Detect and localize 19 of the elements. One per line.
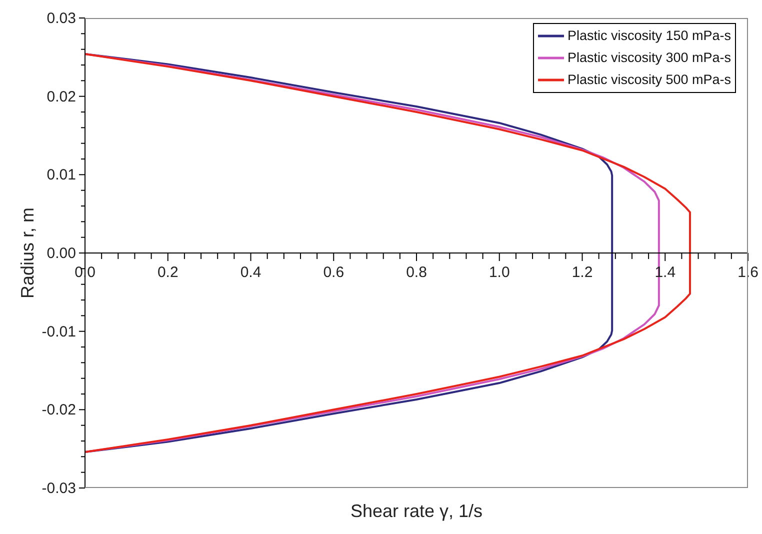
legend-label: Plastic viscosity 150 mPa-s xyxy=(567,27,731,45)
y-axis-title: Radius r, m xyxy=(17,207,38,299)
y-tick-label: 0.01 xyxy=(46,166,76,184)
y-tick-label: 0.00 xyxy=(46,245,76,262)
x-tick-label: 1.2 xyxy=(572,264,593,281)
legend-label: Plastic viscosity 500 mPa-s xyxy=(567,71,731,89)
legend-label: Plastic viscosity 300 mPa-s xyxy=(567,49,731,67)
x-tick-label: 1.0 xyxy=(488,264,510,281)
x-tick-label: 0.4 xyxy=(240,264,262,281)
x-tick-label: 0.2 xyxy=(157,264,178,281)
x-axis-title: Shear rate γ, 1/s xyxy=(350,501,483,521)
y-tick-label: 0.02 xyxy=(46,88,76,106)
y-tick-label: -0.01 xyxy=(42,323,76,340)
x-tick-label: 1.6 xyxy=(738,264,758,281)
x-tick-label: 0.6 xyxy=(323,264,344,281)
y-tick-label: 0.03 xyxy=(46,10,76,27)
y-tick-label: -0.02 xyxy=(42,402,76,419)
y-tick-label: -0.03 xyxy=(42,480,76,497)
x-tick-label: 0.8 xyxy=(406,264,427,281)
